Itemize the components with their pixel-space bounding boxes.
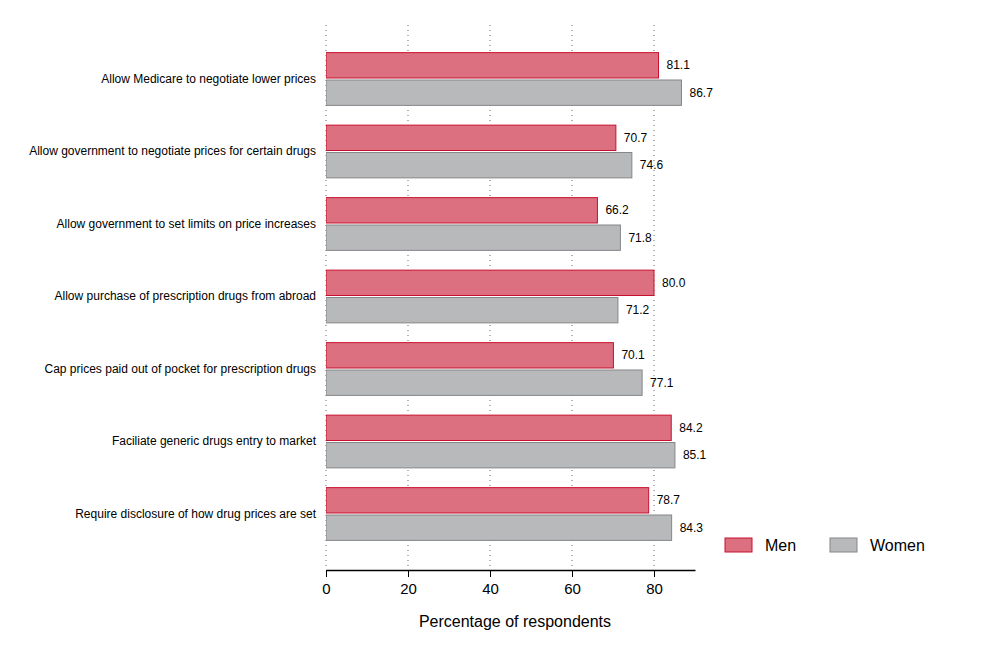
legend-swatch [725,538,752,552]
axis-line [327,570,696,572]
legend-label: Women [870,537,925,554]
data-label: 77.1 [650,376,674,390]
bar [326,225,620,250]
tick-label: 20 [400,580,417,597]
axis-title: Percentage of respondents [419,613,611,630]
data-label: 80.0 [662,276,686,290]
category-label: Cap prices paid out of pocket for prescr… [45,362,316,376]
bars [326,53,681,541]
category-label: Allow purchase of prescription drugs fro… [55,289,316,303]
bar [326,198,597,223]
data-label: 81.1 [667,58,691,72]
tick: 80 [646,570,663,597]
data-label: 74.6 [640,158,664,172]
tick-mark [654,570,655,577]
tick: Faciliate generic drugs entry to market [112,434,326,448]
tick-label: 80 [646,580,663,597]
category-label: Allow government to set limits on price … [57,217,316,231]
category-label: Allow government to negotiate prices for… [29,144,316,158]
tick-label: 0 [322,580,330,597]
tick-label: 60 [564,580,581,597]
tick-mark [408,570,409,577]
tick-mark [572,570,573,577]
tick: 0 [322,570,330,597]
data-label: 84.2 [679,421,703,435]
data-label: 70.7 [624,131,648,145]
tick-label: 40 [482,580,499,597]
data-label: 86.7 [689,86,713,100]
data-label: 78.7 [657,493,681,507]
data-label: 84.3 [680,521,704,535]
y-axis: Allow Medicare to negotiate lower prices… [29,72,326,521]
tick: Require disclosure of how drug prices ar… [75,507,326,521]
bar [326,343,613,368]
tick: 20 [400,570,417,597]
bar [326,488,649,513]
data-labels: 81.1 70.7 66.2 80.0 70.1 84.2 78.7 86.7 74.6 71.8… [605,58,713,534]
tick-mark [490,570,491,577]
tick-mark [326,570,327,577]
bar [326,125,616,150]
bar [326,298,618,323]
x-axis: 0 20 40 60 80 [322,570,695,597]
bar [326,443,675,468]
bar [326,153,632,178]
category-label: Faciliate generic drugs entry to market [112,434,317,448]
data-label: 70.1 [621,348,645,362]
grid-line [654,25,655,570]
legend: Men Women [725,537,925,554]
bar [326,53,659,78]
tick: Allow government to set limits on price … [57,217,326,231]
tick: Cap prices paid out of pocket for prescr… [45,362,326,376]
category-label: Allow Medicare to negotiate lower prices [101,72,316,86]
bar [326,80,681,105]
bar [326,515,672,540]
legend-label: Men [765,537,796,554]
chart: 81.1 70.7 66.2 80.0 70.1 84.2 78.7 86.7 74.6 71.8… [0,0,1000,667]
tick: 40 [482,570,499,597]
data-label: 71.8 [628,231,652,245]
tick: Allow purchase of prescription drugs fro… [55,289,326,303]
tick: 60 [564,570,581,597]
bar [326,370,642,395]
tick: Allow government to negotiate prices for… [29,144,326,158]
grid [326,25,654,570]
tick: Allow Medicare to negotiate lower prices [101,72,326,86]
data-label: 66.2 [605,203,629,217]
data-label: 71.2 [626,303,650,317]
bar [326,415,671,440]
category-label: Require disclosure of how drug prices ar… [75,507,316,521]
legend-swatch [830,538,857,552]
bar [326,270,654,295]
data-label: 85.1 [683,448,707,462]
